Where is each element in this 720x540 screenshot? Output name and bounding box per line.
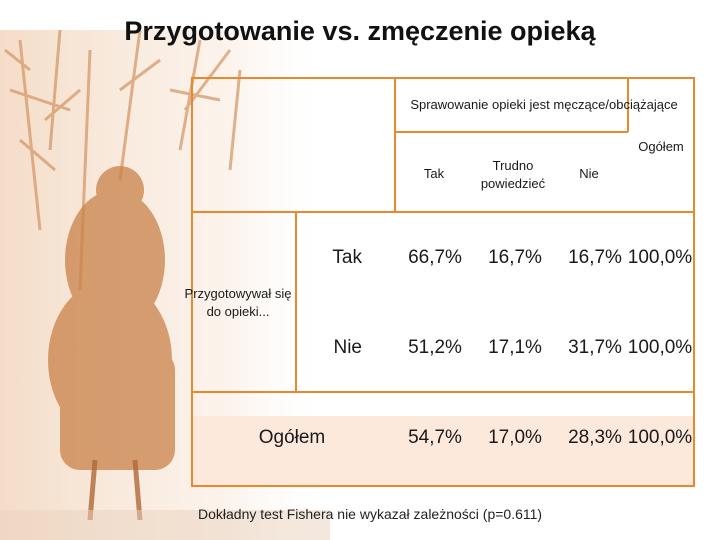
table-cell: 54,7% bbox=[408, 427, 462, 448]
column-header-tak: Tak bbox=[423, 166, 445, 181]
table-cell: 100,0% bbox=[627, 427, 693, 448]
row-header-total: Ogółem bbox=[258, 427, 326, 448]
table-cell: 66,7% bbox=[408, 247, 462, 268]
column-header-trudno: Trudno powiedzieć bbox=[480, 158, 546, 191]
column-group-header: Sprawowanie opieki jest męczące/obciążaj… bbox=[410, 97, 678, 112]
total-column-header: Ogółem bbox=[638, 139, 684, 154]
table-cell: 16,7% bbox=[488, 247, 542, 268]
table-cell: 100,0% bbox=[627, 337, 693, 358]
row-header-nie: Nie bbox=[333, 337, 362, 358]
background-photo bbox=[0, 30, 330, 540]
table-cell: 17,0% bbox=[488, 427, 542, 448]
table-cell: 28,3% bbox=[568, 427, 622, 448]
table-cell: 16,7% bbox=[568, 247, 622, 268]
table-cell: 31,7% bbox=[568, 337, 622, 358]
column-header-nie: Nie bbox=[579, 166, 599, 181]
table-cell: 17,1% bbox=[488, 337, 542, 358]
table-cell: 100,0% bbox=[627, 247, 693, 268]
row-header-tak: Tak bbox=[332, 247, 362, 268]
page-title: Przygotowanie vs. zmęczenie opieką bbox=[124, 16, 596, 46]
row-group-header: Przygotowywał się do opieki... bbox=[184, 286, 292, 319]
footnote: Dokładny test Fishera nie wykazał zależn… bbox=[198, 506, 543, 522]
table-cell: 51,2% bbox=[408, 337, 462, 358]
